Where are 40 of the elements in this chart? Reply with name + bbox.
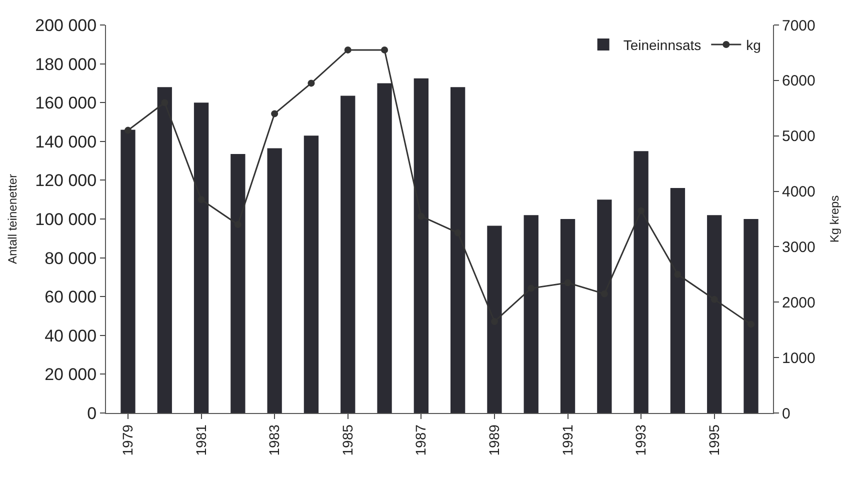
legend-label: Teineinnsats (623, 36, 702, 53)
x-tick-label: 1989 (486, 424, 502, 456)
x-tick-label: 1987 (412, 424, 429, 456)
y2-tick-label: 0 (782, 405, 790, 422)
bar (340, 96, 356, 413)
point (308, 80, 315, 87)
y2-tick-label: 6000 (782, 72, 816, 90)
point (271, 110, 278, 118)
y-tick-label: 160 000 (35, 94, 97, 113)
y2-tick-label: 1000 (782, 350, 816, 367)
y-tick-label: 100 000 (35, 210, 97, 229)
y-tick-label: 120 000 (35, 171, 97, 190)
y-tick-label: 80 000 (44, 248, 97, 268)
y-tick-label: 60 000 (44, 288, 97, 307)
y2-tick-label: 3000 (782, 238, 816, 256)
x-tick-label: 1993 (632, 424, 649, 456)
bar (304, 136, 319, 413)
x-tick-label: 1985 (339, 424, 356, 456)
y2-tick-label: 2000 (782, 294, 816, 312)
bar (267, 148, 282, 413)
x-tick-label: 1991 (559, 424, 576, 456)
y-tick-label: 20 000 (44, 365, 97, 384)
y2-tick-label: 5000 (782, 128, 816, 146)
x-tick-label: 1995 (706, 424, 722, 456)
y2-tick-label: 7000 (782, 17, 816, 34)
x-tick-label: 1981 (192, 424, 209, 456)
y-tick-label: 200 000 (35, 16, 97, 35)
y2-tick-label: 4000 (782, 184, 816, 201)
point (381, 46, 388, 54)
y-tick-label: 40 000 (44, 326, 97, 346)
y-tick-label: 0 (87, 404, 97, 423)
y-axis-title: Antall teinenetter (5, 174, 20, 264)
point (344, 46, 352, 54)
x-tick-label: 1979 (120, 424, 136, 456)
point (124, 126, 132, 134)
y-tick-label: 140 000 (35, 132, 97, 152)
y-tick-label: 180 000 (35, 54, 97, 74)
legend-label: kg (746, 36, 761, 53)
x-tick-label: 1983 (266, 424, 282, 456)
y2-axis-title: Kg kreps (827, 195, 842, 243)
